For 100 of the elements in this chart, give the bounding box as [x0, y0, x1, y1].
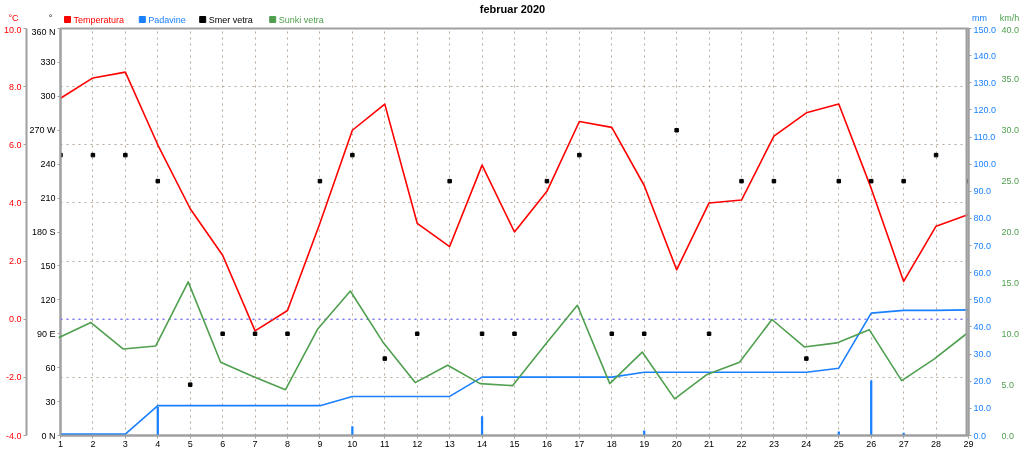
y2-axis-title: °	[48, 12, 53, 23]
point	[90, 152, 96, 158]
y3-tick-label: 0.0	[973, 430, 987, 441]
y2-tick-label: 270 W	[29, 125, 57, 136]
y2-tick-label: 240	[40, 159, 56, 170]
x-tick-label: 19	[639, 438, 650, 449]
point	[285, 331, 290, 336]
point	[641, 331, 647, 336]
x-tick-label: 8	[285, 438, 291, 449]
x-tick-label: 11	[380, 438, 390, 449]
y2-tick-label: 30	[45, 396, 56, 407]
y-tick-label: 2.0	[8, 256, 22, 267]
y-tick-label: 35.0	[1001, 74, 1020, 85]
y2-tick-label: 360 N	[31, 26, 56, 37]
y3-tick-label: 70.0	[973, 240, 992, 251]
y-tick-label: 10.0	[1001, 328, 1020, 339]
x-tick-label: 28	[931, 438, 942, 449]
point	[933, 152, 939, 158]
x-tick-label: 10	[347, 438, 358, 449]
y-tick-label: 0.0	[8, 314, 22, 325]
x-tick-label: 20	[671, 438, 682, 449]
y3-tick-label: 80.0	[973, 213, 992, 224]
point	[901, 178, 906, 184]
legend-label: Sunki vetra	[278, 14, 324, 25]
y2-tick-label: 60	[45, 362, 56, 373]
y-tick-label: 8.0	[8, 81, 22, 92]
y-tick-label: 0.0	[1001, 430, 1015, 441]
x-tick-label: 7	[252, 438, 258, 449]
x-tick-label: 14	[477, 438, 488, 449]
y-tick-label: 5.0	[1001, 379, 1015, 390]
y3-tick-label: 50.0	[973, 294, 992, 305]
point	[382, 356, 388, 361]
y-tick-label: -2.0	[5, 372, 22, 383]
point	[674, 128, 679, 133]
point	[479, 331, 485, 336]
x-tick-label: 2	[90, 438, 96, 449]
y-tick-label: 30.0	[1001, 125, 1020, 136]
x-tick-label: 4	[155, 438, 161, 449]
point	[123, 152, 128, 158]
y3-tick-label: 120.0	[973, 104, 997, 115]
point	[836, 178, 842, 184]
y3-tick-label: 30.0	[973, 349, 992, 360]
point	[447, 178, 452, 184]
point	[187, 382, 193, 387]
point	[771, 178, 777, 184]
y2-tick-label: 180 S	[31, 227, 56, 237]
x-tick-label: 29	[963, 438, 974, 449]
x-tick-label: 15	[509, 438, 520, 449]
y2-tick-label: 210	[40, 193, 56, 204]
x-tick-label: 13	[444, 438, 455, 449]
chart-title: februar 2020	[479, 2, 546, 15]
legend-label: Temperatura	[73, 14, 125, 25]
point	[414, 331, 420, 336]
x-tick-label: 3	[122, 438, 128, 449]
y3-tick-label: 140.0	[973, 50, 997, 61]
x-tick-label: 24	[801, 438, 812, 449]
x-tick-label: 17	[574, 438, 585, 449]
x-tick-label: 1	[58, 438, 64, 449]
y-tick-label: 40.0	[1001, 24, 1020, 35]
y-tick-label: 4.0	[8, 197, 22, 208]
point	[512, 331, 517, 336]
y-tick-label: 10.0	[3, 24, 22, 35]
y-tick-label: 20.0	[1001, 227, 1020, 237]
y-tick-label: 15.0	[1001, 277, 1020, 288]
y3-tick-label: 110.0	[973, 132, 996, 143]
point	[317, 178, 323, 184]
y2-tick-label: 0 N	[41, 430, 56, 441]
y-tick-label: -4.0	[5, 430, 22, 441]
y2-tick-label: 330	[40, 57, 56, 68]
y3-tick-label: 130.0	[973, 77, 997, 88]
y2-tick-label: 120	[40, 294, 56, 305]
point	[577, 152, 582, 158]
x-tick-label: 18	[606, 438, 617, 449]
y2-tick-label: 150	[40, 260, 56, 271]
y3-tick-label: 100.0	[973, 159, 997, 170]
x-tick-label: 21	[704, 438, 715, 449]
point	[804, 356, 809, 361]
line-series	[58, 281, 967, 400]
y2-tick-label: 300	[40, 91, 56, 102]
point	[868, 178, 874, 184]
y-tick-label: 25.0	[1001, 176, 1020, 187]
y3-tick-label: 90.0	[973, 186, 992, 197]
x-tick-label: 5	[187, 438, 193, 449]
y3-tick-label: 60.0	[973, 267, 992, 278]
y-axis-title: km/h	[999, 12, 1020, 23]
point	[739, 178, 744, 184]
point	[706, 331, 712, 336]
y3-tick-label: 40.0	[973, 321, 992, 332]
x-tick-label: 25	[833, 438, 844, 449]
y-tick-label: 6.0	[8, 139, 22, 150]
y3-tick-label: 150.0	[973, 24, 997, 35]
y2-tick-label: 90 E	[36, 328, 56, 339]
y3-axis-title: mm	[972, 12, 987, 23]
x-tick-label: 6	[220, 438, 226, 449]
point	[220, 331, 225, 336]
point	[252, 331, 258, 336]
x-tick-label: 22	[736, 438, 747, 449]
point	[155, 178, 161, 184]
y3-tick-label: 20.0	[973, 376, 992, 387]
legend-label: Smer vetra	[208, 14, 253, 25]
